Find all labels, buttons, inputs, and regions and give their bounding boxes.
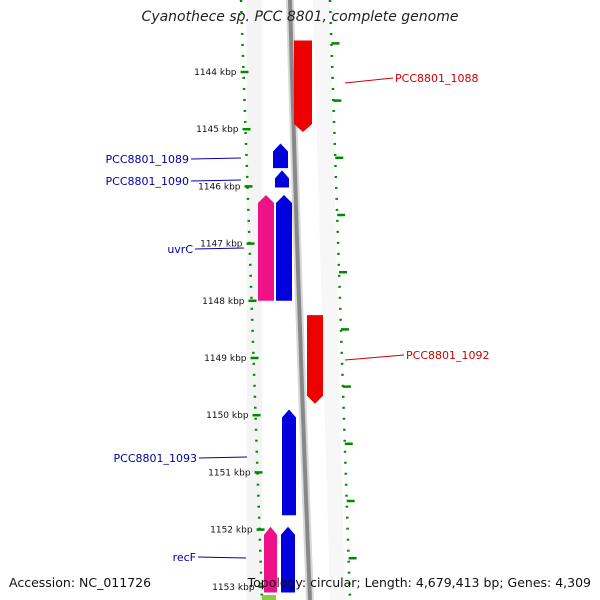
gene-arrow [275,170,289,188]
gene-label: uvrC [167,243,193,256]
gene-label: PCC8801_1089 [106,153,189,166]
gene-arrow [273,143,288,169]
gene-arrow [258,194,274,301]
gene-label-leader [197,556,247,559]
genome-summary: Topology: circular; Length: 4,679,413 bp… [247,575,591,590]
scale-tick-label: 1153 kbp [212,583,255,593]
scale-tick-label: 1150 kbp [206,411,249,421]
gene-arrow [307,315,323,404]
gene-label: PCC8801_1088 [395,72,478,85]
gene-arrow [264,526,277,593]
gene-arrow [281,526,295,593]
gene-arrow [276,194,292,301]
track-band-outer [313,0,345,600]
scale-tick-label: 1147 kbp [200,240,243,250]
outer-dotted-ring [328,0,352,600]
gene-label-leader [190,179,242,182]
gene-label-leader [344,354,405,361]
gene-arrow [294,40,312,133]
scale-tick-label: 1151 kbp [208,468,251,478]
gene-label: PCC8801_1093 [114,452,197,465]
backbone-line [288,0,312,600]
accession-label: Accession: NC_011726 [9,575,152,590]
gene-label-leader [190,157,242,160]
scale-tick-label: 1146 kbp [198,182,241,192]
gene-label: PCC8801_1092 [406,349,489,362]
gene-label-leader [198,456,248,459]
scale-tick-label: 1145 kbp [196,125,239,135]
gene-label-leader [194,247,245,250]
scale-tick-label: 1144 kbp [194,68,237,78]
gene-label-leader [344,77,394,84]
gene-label: recF [173,551,196,564]
scale-tick-label: 1149 kbp [204,354,247,364]
map-title: Cyanothece sp. PCC 8801, complete genome [141,9,459,25]
scale-tick-label: 1152 kbp [210,526,253,536]
gene-label: PCC8801_1090 [106,175,189,188]
gene-arrow [282,409,296,516]
partial-feature [262,595,276,600]
scale-tick-label: 1148 kbp [202,297,245,307]
inner-dotted-ring [239,0,264,600]
